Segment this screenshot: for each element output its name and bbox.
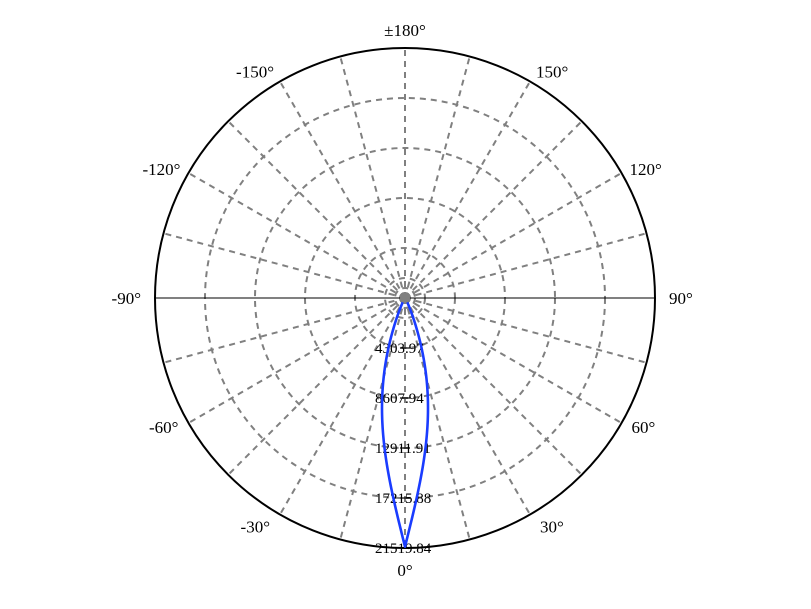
angle-label: 60° <box>632 418 656 437</box>
angle-label: 90° <box>669 289 693 308</box>
radial-tick-label: 4303.97 <box>375 341 424 357</box>
radial-tick-label: 17215.88 <box>375 491 431 507</box>
angle-label: -90° <box>112 289 141 308</box>
angle-label: 150° <box>536 62 568 81</box>
polar-chart: 4303.978607.9412911.9117215.8821519.840°… <box>0 0 811 609</box>
angle-label: 0° <box>397 561 412 580</box>
angle-label: -120° <box>143 160 181 179</box>
angle-label: ±180° <box>384 21 426 40</box>
center-dot <box>400 293 410 303</box>
angle-label: -150° <box>236 62 274 81</box>
angle-label: -60° <box>149 418 178 437</box>
angle-label: -30° <box>241 518 270 537</box>
angle-label: 120° <box>630 160 662 179</box>
angle-label: 30° <box>540 518 564 537</box>
